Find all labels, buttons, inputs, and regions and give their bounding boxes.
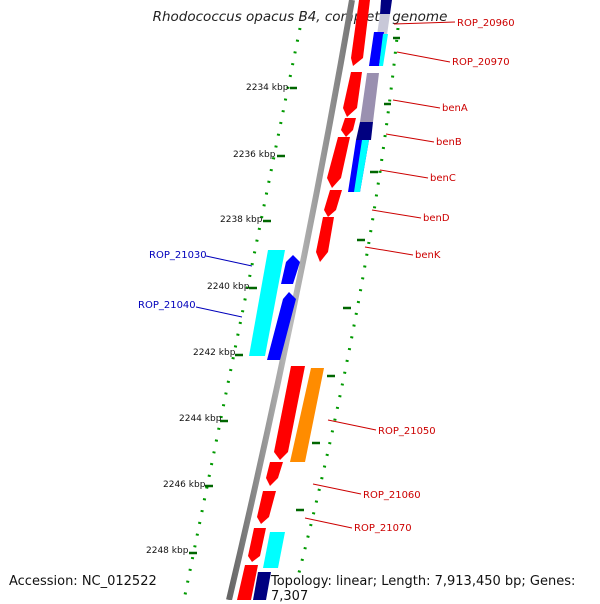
gene-arrow[interactable] [274,366,305,460]
gene-label[interactable]: benD [423,213,450,224]
gene-track-inner [237,0,370,600]
gene-arrow[interactable] [327,137,350,188]
accession-text: Accession: NC_012522 [9,574,157,589]
gene-label[interactable]: ROP_20960 [457,18,515,29]
gene-arrow[interactable] [351,0,370,66]
gene-label[interactable]: ROP_21040 [138,300,196,311]
gene-arrow[interactable] [257,491,276,524]
callout-lines [195,21,456,529]
gene-label[interactable]: ROP_20970 [452,57,510,68]
gene-arrow[interactable] [290,368,324,462]
tick-label: 2238 kbp [220,215,263,225]
gene-label[interactable]: ROP_21060 [363,490,421,501]
scale-ticks [189,36,400,579]
scale-tick-labels: 2234 kbp 2236 kbp 2238 kbp 2240 kbp 2242… [146,83,289,556]
gene-label[interactable]: benC [430,173,456,184]
gene-label[interactable]: benA [442,103,468,114]
gene-label[interactable]: ROP_21070 [354,523,412,534]
tick-label: 2244 kbp [179,414,222,424]
gene-arrow[interactable] [248,528,266,562]
gene-arrow[interactable] [356,122,373,140]
gene-arrow[interactable] [377,14,390,35]
gene-arrow[interactable] [379,34,388,66]
gene-arrow[interactable] [324,190,342,217]
gene-track-outer [249,0,392,600]
gene-arrow[interactable] [249,250,285,356]
tick-label: 2240 kbp [207,282,250,292]
tick-label: 2248 kbp [146,546,189,556]
gene-arrow[interactable] [343,72,362,117]
gene-arrow[interactable] [360,73,379,122]
tick-label: 2246 kbp [163,480,206,490]
tick-label: 2236 kbp [233,150,276,160]
gene-arrow[interactable] [263,532,285,568]
gene-arrow[interactable] [316,217,334,262]
tick-label: 2234 kbp [246,83,289,93]
gene-arrow[interactable] [341,118,356,137]
gene-arrow[interactable] [253,572,271,600]
gene-arrow[interactable] [281,255,300,284]
gene-label[interactable]: ROP_21050 [378,426,436,437]
gene-label[interactable]: benB [436,137,462,148]
gene-label[interactable]: benK [415,250,441,261]
tick-label: 2242 kbp [193,348,236,358]
map-title: Rhodococcus opacus B4, complete genome [152,9,448,25]
gene-arrow[interactable] [354,140,369,192]
gene-arrow[interactable] [267,292,296,360]
gene-arrow[interactable] [237,565,258,600]
gene-labels: ROP_20960 ROP_20970 benA benB benC benD … [138,18,515,534]
gene-label[interactable]: ROP_21030 [149,250,207,261]
gene-arrow[interactable] [380,0,392,14]
gene-arrow[interactable] [266,462,283,486]
